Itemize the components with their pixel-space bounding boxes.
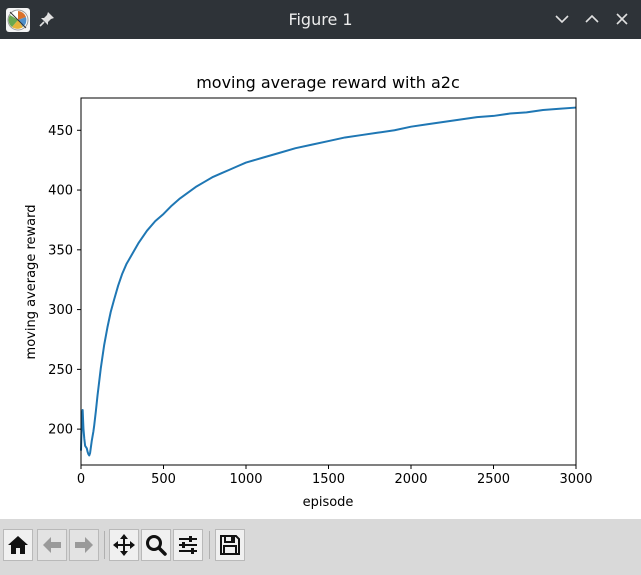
maximize-chevron-icon[interactable] (583, 10, 601, 28)
y-tick-label: 400 (48, 184, 73, 199)
x-tick-label: 3000 (559, 472, 592, 487)
forward-button[interactable] (69, 529, 99, 561)
x-tick-label: 0 (77, 472, 85, 487)
x-tick-label: 500 (151, 472, 176, 487)
window-title: Figure 1 (288, 10, 353, 29)
home-icon (8, 536, 28, 554)
matplotlib-icon[interactable] (6, 8, 30, 32)
zoom-button[interactable] (141, 529, 171, 561)
forward-arrow-icon (75, 537, 93, 553)
x-tick-label: 2000 (394, 472, 427, 487)
x-axis-label: episode (303, 495, 354, 510)
floppy-disk-icon (220, 535, 240, 555)
close-icon[interactable] (613, 10, 631, 28)
plot-area-frame (80, 97, 577, 466)
y-tick-label: 200 (48, 423, 73, 438)
y-tick-label: 250 (48, 363, 73, 378)
toolbar-separator (104, 531, 105, 559)
y-tick-label: 300 (48, 303, 73, 318)
y-tick-label: 450 (48, 124, 73, 139)
back-arrow-icon (43, 537, 61, 553)
figure-canvas[interactable]: moving average reward with a2c episode m… (0, 39, 641, 519)
line-chart: moving average reward with a2c episode m… (24, 73, 593, 510)
sliders-icon (179, 536, 197, 554)
pan-button[interactable] (109, 529, 139, 561)
save-button[interactable] (215, 529, 245, 561)
y-tick-label: 350 (48, 243, 73, 258)
x-tick-label: 1500 (312, 472, 345, 487)
toolbar-separator (209, 531, 210, 559)
pin-icon[interactable] (38, 10, 56, 28)
minimize-chevron-icon[interactable] (553, 10, 571, 28)
home-button[interactable] (3, 529, 33, 561)
chart-title: moving average reward with a2c (196, 73, 460, 92)
back-button[interactable] (37, 529, 67, 561)
configure-subplots-button[interactable] (173, 529, 203, 561)
axis-ticks: 0 500 1000 1500 2000 2500 3000 200 250 300 350 400 4… (48, 124, 592, 487)
x-tick-label: 1000 (229, 472, 262, 487)
x-tick-label: 2500 (477, 472, 510, 487)
zoom-magnifier-icon (146, 535, 167, 556)
navigation-toolbar (0, 519, 641, 575)
window-titlebar: Figure 1 (0, 0, 641, 39)
pan-move-icon (113, 534, 135, 556)
y-axis-label: moving average reward (24, 205, 39, 360)
series-line (80, 106, 577, 457)
